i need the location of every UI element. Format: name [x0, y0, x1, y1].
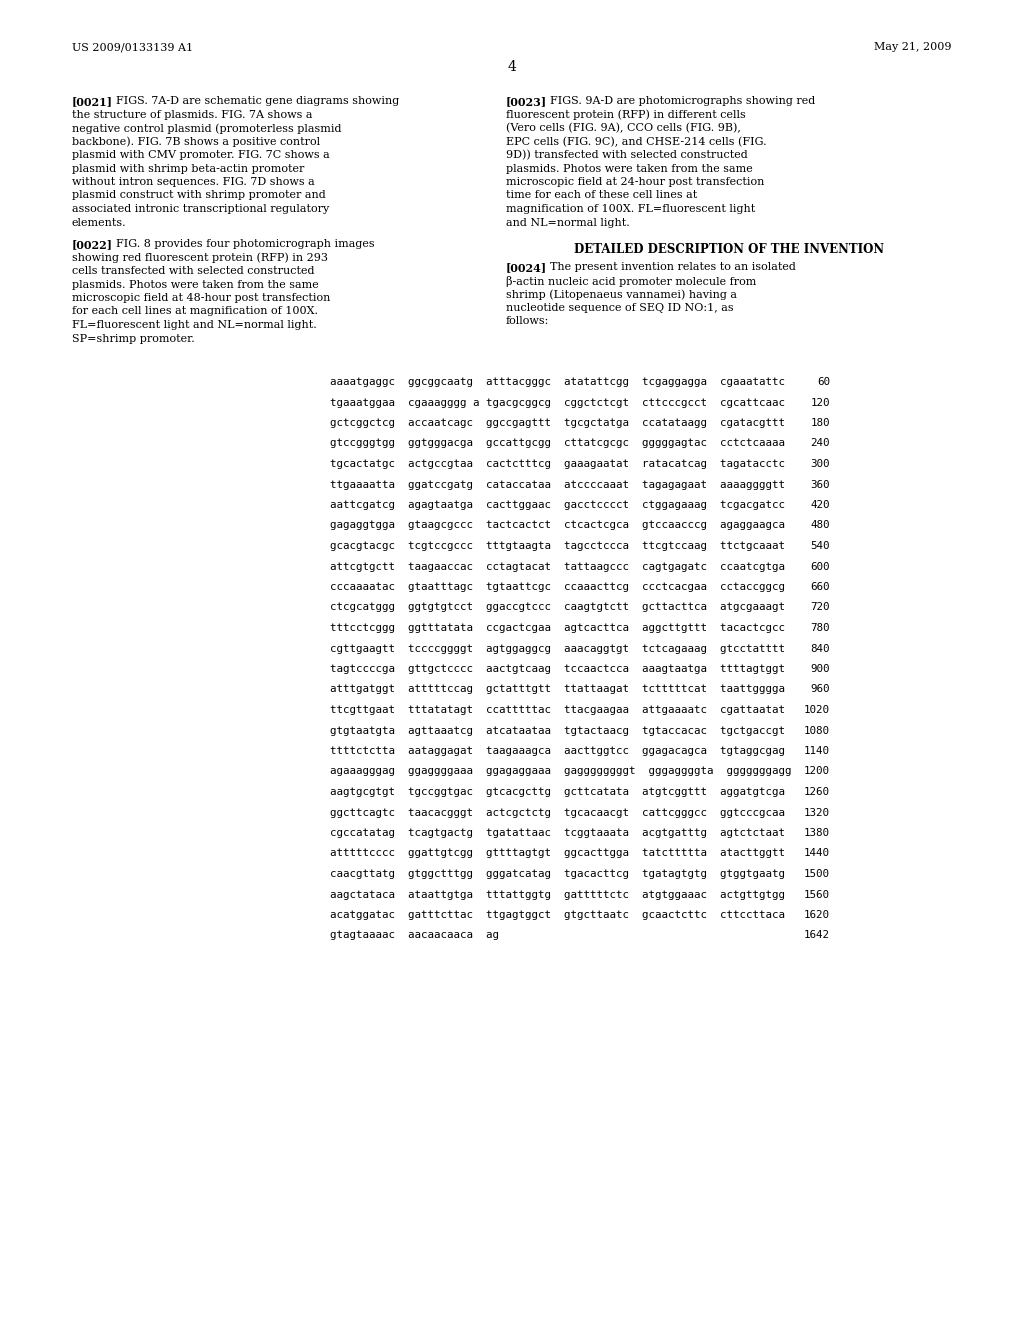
Text: plasmids. Photos were taken from the same: plasmids. Photos were taken from the sam… — [72, 280, 318, 289]
Text: showing red fluorescent protein (RFP) in 293: showing red fluorescent protein (RFP) in… — [72, 252, 328, 263]
Text: gtgtaatgta  agttaaatcg  atcataataa  tgtactaacg  tgtaccacac  tgctgaccgt: gtgtaatgta agttaaatcg atcataataa tgtacta… — [330, 726, 785, 735]
Text: the structure of plasmids. FIG. 7A shows a: the structure of plasmids. FIG. 7A shows… — [72, 110, 312, 120]
Text: ttttctctta  aataggagat  taagaaagca  aacttggtcc  ggagacagca  tgtaggcgag: ttttctctta aataggagat taagaaagca aacttgg… — [330, 746, 785, 756]
Text: agaaagggag  ggaggggaaa  ggagaggaaa  gaggggggggt  gggaggggta  gggggggagg: agaaagggag ggaggggaaa ggagaggaaa gaggggg… — [330, 767, 792, 776]
Text: 1020: 1020 — [804, 705, 830, 715]
Text: elements.: elements. — [72, 218, 127, 227]
Text: β-actin nucleic acid promoter molecule from: β-actin nucleic acid promoter molecule f… — [506, 276, 757, 286]
Text: [0024]: [0024] — [506, 263, 547, 273]
Text: microscopic field at 24-hour post transfection: microscopic field at 24-hour post transf… — [506, 177, 764, 187]
Text: 1620: 1620 — [804, 909, 830, 920]
Text: [0023]: [0023] — [506, 96, 547, 107]
Text: 1642: 1642 — [804, 931, 830, 940]
Text: associated intronic transcriptional regulatory: associated intronic transcriptional regu… — [72, 205, 330, 214]
Text: aagtgcgtgt  tgccggtgac  gtcacgcttg  gcttcatata  atgtcggttt  aggatgtcga: aagtgcgtgt tgccggtgac gtcacgcttg gcttcat… — [330, 787, 785, 797]
Text: SP=shrimp promoter.: SP=shrimp promoter. — [72, 334, 195, 343]
Text: 1200: 1200 — [804, 767, 830, 776]
Text: 1080: 1080 — [804, 726, 830, 735]
Text: gtccgggtgg  ggtgggacga  gccattgcgg  cttatcgcgc  gggggagtac  cctctcaaaa: gtccgggtgg ggtgggacga gccattgcgg cttatcg… — [330, 438, 785, 449]
Text: aagctataca  ataattgtga  tttattggtg  gatttttctc  atgtggaaac  actgttgtgg: aagctataca ataattgtga tttattggtg gattttt… — [330, 890, 785, 899]
Text: 420: 420 — [811, 500, 830, 510]
Text: aaaatgaggc  ggcggcaatg  atttacgggc  atatattcgg  tcgaggagga  cgaaatattc: aaaatgaggc ggcggcaatg atttacgggc atatatt… — [330, 378, 785, 387]
Text: aattcgatcg  agagtaatga  cacttggaac  gacctcccct  ctggagaaag  tcgacgatcc: aattcgatcg agagtaatga cacttggaac gacctcc… — [330, 500, 785, 510]
Text: acatggatac  gatttcttac  ttgagtggct  gtgcttaatc  gcaactcttc  cttccttaca: acatggatac gatttcttac ttgagtggct gtgctta… — [330, 909, 785, 920]
Text: tgaaatggaa  cgaaagggg a tgacgcggcg  cggctctcgt  cttcccgcct  cgcattcaac: tgaaatggaa cgaaagggg a tgacgcggcg cggctc… — [330, 397, 785, 408]
Text: 300: 300 — [811, 459, 830, 469]
Text: 1140: 1140 — [804, 746, 830, 756]
Text: 9D)) transfected with selected constructed: 9D)) transfected with selected construct… — [506, 150, 748, 160]
Text: ctcgcatggg  ggtgtgtcct  ggaccgtccc  caagtgtctt  gcttacttca  atgcgaaagt: ctcgcatggg ggtgtgtcct ggaccgtccc caagtgt… — [330, 602, 785, 612]
Text: gagaggtgga  gtaagcgccc  tactcactct  ctcactcgca  gtccaacccg  agaggaagca: gagaggtgga gtaagcgccc tactcactct ctcactc… — [330, 520, 785, 531]
Text: 960: 960 — [811, 685, 830, 694]
Text: cgttgaagtt  tccccggggt  agtggaggcg  aaacaggtgt  tctcagaaag  gtcctatttt: cgttgaagtt tccccggggt agtggaggcg aaacagg… — [330, 644, 785, 653]
Text: ttcgttgaat  tttatatagt  ccatttttac  ttacgaagaa  attgaaaatc  cgattaatat: ttcgttgaat tttatatagt ccatttttac ttacgaa… — [330, 705, 785, 715]
Text: 840: 840 — [811, 644, 830, 653]
Text: cccaaaatac  gtaatttagc  tgtaattcgc  ccaaacttcg  ccctcacgaa  cctaccggcg: cccaaaatac gtaatttagc tgtaattcgc ccaaact… — [330, 582, 785, 591]
Text: 660: 660 — [811, 582, 830, 591]
Text: 1500: 1500 — [804, 869, 830, 879]
Text: 1260: 1260 — [804, 787, 830, 797]
Text: tagtccccga  gttgctcccc  aactgtcaag  tccaactcca  aaagtaatga  ttttagtggt: tagtccccga gttgctcccc aactgtcaag tccaact… — [330, 664, 785, 675]
Text: EPC cells (FIG. 9C), and CHSE-214 cells (FIG.: EPC cells (FIG. 9C), and CHSE-214 cells … — [506, 136, 767, 147]
Text: gtagtaaaac  aacaacaaca  ag: gtagtaaaac aacaacaaca ag — [330, 931, 499, 940]
Text: magnification of 100X. FL=fluorescent light: magnification of 100X. FL=fluorescent li… — [506, 205, 756, 214]
Text: FL=fluorescent light and NL=normal light.: FL=fluorescent light and NL=normal light… — [72, 319, 316, 330]
Text: DETAILED DESCRIPTION OF THE INVENTION: DETAILED DESCRIPTION OF THE INVENTION — [573, 243, 884, 256]
Text: 540: 540 — [811, 541, 830, 550]
Text: FIG. 8 provides four photomicrograph images: FIG. 8 provides four photomicrograph ima… — [116, 239, 375, 249]
Text: (Vero cells (FIG. 9A), CCO cells (FIG. 9B),: (Vero cells (FIG. 9A), CCO cells (FIG. 9… — [506, 123, 741, 133]
Text: May 21, 2009: May 21, 2009 — [874, 42, 952, 51]
Text: cgccatatag  tcagtgactg  tgatattaac  tcggtaaata  acgtgatttg  agtctctaat: cgccatatag tcagtgactg tgatattaac tcggtaa… — [330, 828, 785, 838]
Text: gcacgtacgc  tcgtccgccc  tttgtaagta  tagcctccca  ttcgtccaag  ttctgcaaat: gcacgtacgc tcgtccgccc tttgtaagta tagcctc… — [330, 541, 785, 550]
Text: 360: 360 — [811, 479, 830, 490]
Text: 1380: 1380 — [804, 828, 830, 838]
Text: for each cell lines at magnification of 100X.: for each cell lines at magnification of … — [72, 306, 318, 317]
Text: US 2009/0133139 A1: US 2009/0133139 A1 — [72, 42, 194, 51]
Text: 1320: 1320 — [804, 808, 830, 817]
Text: 720: 720 — [811, 602, 830, 612]
Text: [0022]: [0022] — [72, 239, 113, 249]
Text: negative control plasmid (promoterless plasmid: negative control plasmid (promoterless p… — [72, 123, 341, 133]
Text: nucleotide sequence of SEQ ID NO:1, as: nucleotide sequence of SEQ ID NO:1, as — [506, 304, 733, 313]
Text: 900: 900 — [811, 664, 830, 675]
Text: tttcctcggg  ggtttatata  ccgactcgaa  agtcacttca  aggcttgttt  tacactcgcc: tttcctcggg ggtttatata ccgactcgaa agtcact… — [330, 623, 785, 634]
Text: 60: 60 — [817, 378, 830, 387]
Text: FIGS. 9A-D are photomicrographs showing red: FIGS. 9A-D are photomicrographs showing … — [550, 96, 815, 106]
Text: 780: 780 — [811, 623, 830, 634]
Text: without intron sequences. FIG. 7D shows a: without intron sequences. FIG. 7D shows … — [72, 177, 314, 187]
Text: FIGS. 7A-D are schematic gene diagrams showing: FIGS. 7A-D are schematic gene diagrams s… — [116, 96, 399, 106]
Text: plasmid construct with shrimp promoter and: plasmid construct with shrimp promoter a… — [72, 190, 326, 201]
Text: time for each of these cell lines at: time for each of these cell lines at — [506, 190, 697, 201]
Text: plasmids. Photos were taken from the same: plasmids. Photos were taken from the sam… — [506, 164, 753, 173]
Text: and NL=normal light.: and NL=normal light. — [506, 218, 630, 227]
Text: atttttcccc  ggattgtcgg  gttttagtgt  ggcacttgga  tatcttttta  atacttggtt: atttttcccc ggattgtcgg gttttagtgt ggcactt… — [330, 849, 785, 858]
Text: 600: 600 — [811, 561, 830, 572]
Text: 4: 4 — [508, 59, 516, 74]
Text: atttgatggt  atttttccag  gctatttgtt  ttattaagat  tctttttcat  taattgggga: atttgatggt atttttccag gctatttgtt ttattaa… — [330, 685, 785, 694]
Text: 180: 180 — [811, 418, 830, 428]
Text: 1560: 1560 — [804, 890, 830, 899]
Text: [0021]: [0021] — [72, 96, 113, 107]
Text: The present invention relates to an isolated: The present invention relates to an isol… — [550, 263, 796, 272]
Text: gctcggctcg  accaatcagc  ggccgagttt  tgcgctatga  ccatataagg  cgatacgttt: gctcggctcg accaatcagc ggccgagttt tgcgcta… — [330, 418, 785, 428]
Text: follows:: follows: — [506, 317, 549, 326]
Text: ggcttcagtc  taacacgggt  actcgctctg  tgcacaacgt  cattcgggcc  ggtcccgcaa: ggcttcagtc taacacgggt actcgctctg tgcacaa… — [330, 808, 785, 817]
Text: 1440: 1440 — [804, 849, 830, 858]
Text: fluorescent protein (RFP) in different cells: fluorescent protein (RFP) in different c… — [506, 110, 745, 120]
Text: attcgtgctt  taagaaccac  cctagtacat  tattaagccc  cagtgagatc  ccaatcgtga: attcgtgctt taagaaccac cctagtacat tattaag… — [330, 561, 785, 572]
Text: backbone). FIG. 7B shows a positive control: backbone). FIG. 7B shows a positive cont… — [72, 136, 321, 147]
Text: tgcactatgc  actgccgtaa  cactctttcg  gaaagaatat  ratacatcag  tagatacctc: tgcactatgc actgccgtaa cactctttcg gaaagaa… — [330, 459, 785, 469]
Text: plasmid with shrimp beta-actin promoter: plasmid with shrimp beta-actin promoter — [72, 164, 304, 173]
Text: caacgttatg  gtggctttgg  gggatcatag  tgacacttcg  tgatagtgtg  gtggtgaatg: caacgttatg gtggctttgg gggatcatag tgacact… — [330, 869, 785, 879]
Text: cells transfected with selected constructed: cells transfected with selected construc… — [72, 267, 314, 276]
Text: microscopic field at 48-hour post transfection: microscopic field at 48-hour post transf… — [72, 293, 331, 304]
Text: 240: 240 — [811, 438, 830, 449]
Text: ttgaaaatta  ggatccgatg  cataccataa  atccccaaat  tagagagaat  aaaaggggtt: ttgaaaatta ggatccgatg cataccataa atcccca… — [330, 479, 785, 490]
Text: 120: 120 — [811, 397, 830, 408]
Text: shrimp (Litopenaeus vannamei) having a: shrimp (Litopenaeus vannamei) having a — [506, 289, 737, 300]
Text: 480: 480 — [811, 520, 830, 531]
Text: plasmid with CMV promoter. FIG. 7C shows a: plasmid with CMV promoter. FIG. 7C shows… — [72, 150, 330, 160]
